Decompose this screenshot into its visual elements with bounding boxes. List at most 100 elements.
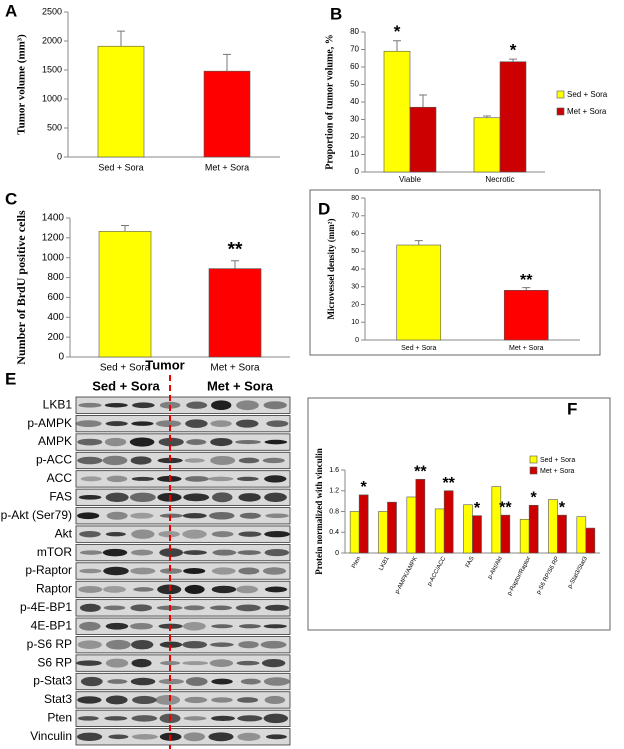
blot-band (183, 567, 206, 575)
blot-band (131, 549, 154, 556)
error-bar (231, 260, 239, 269)
x-tick-label: p-ACC/ACC (427, 555, 448, 587)
blot-band (264, 531, 290, 538)
y-tick-label: 0 (335, 550, 339, 557)
y-axis-label: Tumor volume (mm³) (16, 34, 28, 135)
y-tick-label: 1000 (42, 252, 65, 263)
y-tick-label: 600 (47, 292, 64, 303)
x-tick-label: p-Raptor/Raptor (507, 556, 532, 597)
x-tick-label: Sed + Sora (98, 162, 143, 172)
y-tick-label: 10 (350, 150, 359, 159)
blot-band (183, 550, 207, 555)
blot-band (263, 624, 287, 629)
blot-band (158, 530, 180, 538)
x-tick-label: Viable (399, 175, 422, 184)
y-tick-label: 30 (350, 115, 359, 124)
blot-band (238, 624, 261, 629)
blot-band (102, 548, 128, 557)
blot-band (103, 605, 126, 611)
blot-row-label: p-S6 RP (27, 637, 72, 651)
y-tick-label: 20 (351, 301, 359, 308)
bar (409, 106, 437, 173)
bar (463, 504, 473, 554)
blot-band (186, 439, 207, 446)
blot-band (266, 420, 289, 427)
blot-strip (75, 654, 291, 672)
blot-band (131, 529, 155, 539)
blot-band (265, 734, 287, 740)
blot-band (235, 440, 261, 445)
error-bar (483, 115, 491, 118)
y-tick-label: 40 (350, 97, 359, 106)
blot-band (186, 401, 208, 409)
blot-row-label: S6 RP (37, 655, 72, 669)
blot-row-label: Pten (47, 711, 72, 725)
blot-band (155, 694, 181, 705)
bar (491, 486, 502, 554)
blot-band (77, 696, 102, 704)
blot-band (105, 639, 131, 650)
blot-band (183, 605, 205, 611)
blot-band (211, 697, 233, 703)
y-tick-label: 1500 (42, 64, 62, 74)
bar (434, 508, 445, 554)
blot-band (240, 678, 261, 685)
blot-band (104, 437, 127, 447)
y-tick-label: 70 (351, 213, 359, 220)
blot-band (238, 567, 260, 575)
blot-band (75, 420, 102, 427)
y-tick-label: 1000 (42, 93, 62, 103)
x-tick-label: LKB1 (378, 555, 390, 571)
blot-band (105, 658, 129, 668)
bar (406, 496, 417, 554)
blot-band (133, 587, 154, 592)
blot-band (265, 513, 289, 518)
bar (585, 527, 596, 554)
blot-band (182, 513, 207, 519)
blot-band (208, 476, 234, 482)
panel-label: D (318, 199, 330, 218)
blot-strip (75, 415, 291, 433)
blot-band (130, 567, 156, 575)
x-tick-label: Met + Sora (210, 363, 260, 374)
error-bar (419, 94, 427, 108)
blot-row-label: LKB1 (43, 397, 73, 411)
blot-band (209, 659, 234, 667)
error-bar (117, 30, 125, 47)
blot-band (262, 567, 287, 575)
blot-row-label: p-ACC (36, 453, 72, 467)
blot-row-label: FAS (49, 489, 72, 503)
y-tick-label: 1.6 (329, 467, 339, 474)
bar (349, 511, 360, 554)
blot-band (238, 531, 262, 537)
y-tick-label: 30 (351, 284, 359, 291)
blot-band (184, 458, 205, 463)
bar (358, 494, 369, 554)
significance-label: * (474, 500, 481, 517)
blot-band (105, 492, 129, 503)
blot-band (184, 476, 209, 482)
blot-band (129, 623, 153, 630)
panel-label: C (5, 189, 17, 208)
blot-band (238, 457, 260, 464)
blot-band (106, 511, 128, 520)
bar (203, 70, 251, 158)
blot-band (104, 402, 128, 408)
blot-band (77, 456, 103, 465)
blot-band (212, 549, 237, 556)
significance-label: ** (228, 240, 243, 261)
blot-band (263, 713, 289, 724)
blot-band (211, 531, 234, 538)
blot-strip (75, 525, 291, 543)
panel-label: B (330, 4, 342, 23)
blot-band (210, 420, 232, 427)
blot-band (77, 512, 100, 520)
blot-band (264, 475, 287, 483)
significance-label: * (531, 489, 538, 506)
blot-band (131, 476, 155, 481)
blot-band (159, 513, 183, 518)
y-tick-label: 40 (351, 266, 359, 273)
blot-row-label: Vinculin (30, 729, 72, 743)
blot-band (77, 640, 102, 649)
blot-band (212, 492, 233, 503)
